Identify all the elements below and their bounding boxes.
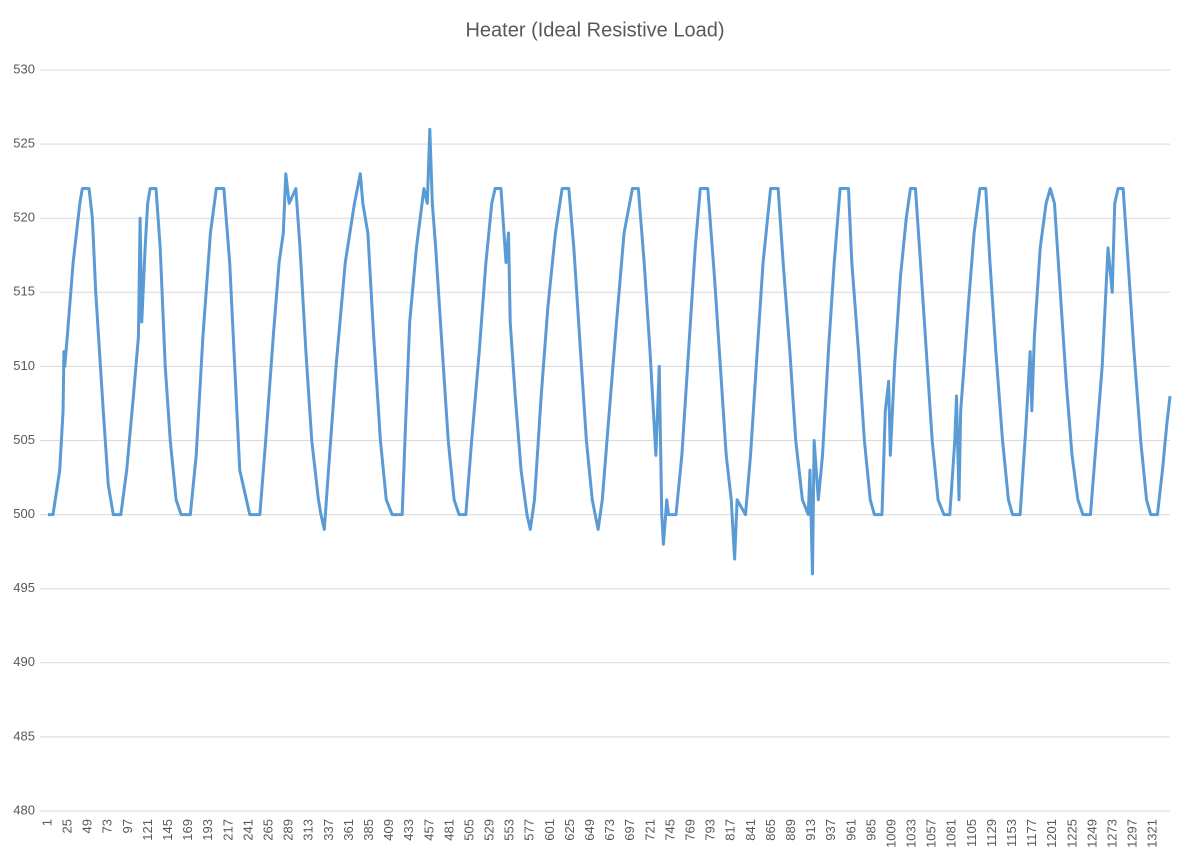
x-tick-label: 1177 [1024, 819, 1039, 847]
x-tick-label: 865 [763, 819, 778, 841]
data-line [48, 127, 1172, 576]
x-tick-label: 385 [361, 819, 376, 841]
x-tick-label: 1033 [904, 819, 919, 848]
x-tick-label: 1057 [924, 819, 939, 848]
x-tick-label: 1009 [883, 819, 898, 848]
y-tick-label: 495 [13, 580, 35, 595]
x-tick-label: 25 [60, 819, 75, 833]
x-tick-label: 409 [381, 819, 396, 841]
x-tick-label: 1153 [1004, 819, 1019, 847]
x-tick-label: 337 [321, 819, 336, 841]
x-tick-label: 553 [502, 819, 517, 841]
x-tick-label: 769 [682, 819, 697, 841]
x-tick-label: 1081 [944, 819, 959, 848]
x-tick-label: 745 [662, 819, 677, 841]
x-tick-label: 673 [602, 819, 617, 841]
x-tick-label: 241 [240, 819, 255, 841]
y-tick-label: 530 [13, 61, 35, 76]
x-tick-label: 289 [281, 819, 296, 841]
x-tick-label: 529 [482, 819, 497, 841]
x-tick-label: 481 [441, 819, 456, 841]
y-tick-label: 510 [13, 358, 35, 373]
x-tick-label: 697 [622, 819, 637, 841]
x-tick-label: 721 [642, 819, 657, 841]
x-tick-label: 145 [160, 819, 175, 841]
x-tick-label: 97 [120, 819, 135, 833]
y-tick-label: 505 [13, 432, 35, 447]
x-tick-label: 193 [200, 819, 215, 841]
x-tick-label: 457 [421, 819, 436, 841]
x-tick-label: 1273 [1105, 819, 1120, 848]
x-tick-label: 1105 [964, 819, 979, 847]
x-tick-label: 1321 [1145, 819, 1160, 848]
x-tick-label: 841 [743, 819, 758, 841]
x-tick-label: 1249 [1084, 819, 1099, 848]
y-tick-label: 520 [13, 210, 35, 225]
x-tick-label: 793 [703, 819, 718, 841]
y-tick-label: 500 [13, 506, 35, 521]
x-tick-label: 937 [823, 819, 838, 841]
x-tick-label: 817 [723, 819, 738, 841]
x-tick-label: 649 [582, 819, 597, 841]
x-tick-label: 313 [301, 819, 316, 841]
x-tick-label: 1297 [1125, 819, 1140, 848]
y-tick-label: 480 [13, 802, 35, 817]
chart-title: Heater (Ideal Resistive Load) [465, 19, 724, 41]
x-tick-label: 625 [562, 819, 577, 841]
x-tick-label: 265 [260, 819, 275, 841]
y-tick-label: 485 [13, 728, 35, 743]
x-tick-label: 1225 [1064, 819, 1079, 848]
x-tick-label: 73 [100, 819, 115, 833]
x-tick-label: 169 [180, 819, 195, 841]
y-tick-label: 515 [13, 284, 35, 299]
x-tick-label: 577 [522, 819, 537, 841]
x-tick-label: 217 [220, 819, 235, 841]
x-tick-label: 433 [401, 819, 416, 841]
x-tick-label: 505 [461, 819, 476, 841]
x-tick-label: 1 [39, 819, 54, 826]
y-tick-label: 525 [13, 136, 35, 151]
x-tick-label: 121 [140, 819, 155, 841]
y-tick-label: 490 [13, 654, 35, 669]
x-tick-label: 601 [542, 819, 557, 841]
x-tick-label: 1129 [984, 819, 999, 847]
x-tick-label: 49 [80, 819, 95, 833]
x-tick-label: 913 [803, 819, 818, 841]
x-tick-label: 361 [341, 819, 356, 841]
x-tick-label: 889 [783, 819, 798, 841]
x-tick-label: 961 [843, 819, 858, 841]
x-tick-label: 1201 [1044, 819, 1059, 848]
x-tick-label: 985 [863, 819, 878, 841]
